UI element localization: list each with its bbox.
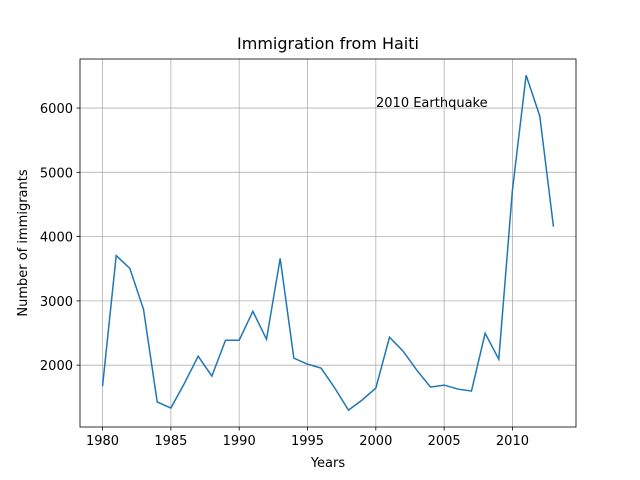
data-line [101,75,555,412]
x-tick-label: 2010 [496,434,529,449]
x-tick-label: 2005 [428,434,461,449]
y-tick-label: 6000 [40,102,73,117]
axes-frame [79,58,577,428]
y-tick-label: 3000 [40,295,73,310]
x-axis-label: Years [310,456,346,471]
x-tick-label: 1995 [291,434,324,449]
x-tick-label: 1990 [223,434,256,449]
x-tick-label: 1985 [154,434,187,449]
y-tick-label: 5000 [40,166,73,181]
chart-title: Immigration from Haiti [237,34,419,53]
x-tick-label: 1980 [86,434,119,449]
annotation: 2010 Earthquake [376,96,488,111]
y-axis-label: Number of immigrants [16,169,31,316]
x-tick-label: 2000 [359,434,392,449]
y-tick-label: 4000 [40,231,73,246]
y-tick-label: 2000 [40,359,73,374]
